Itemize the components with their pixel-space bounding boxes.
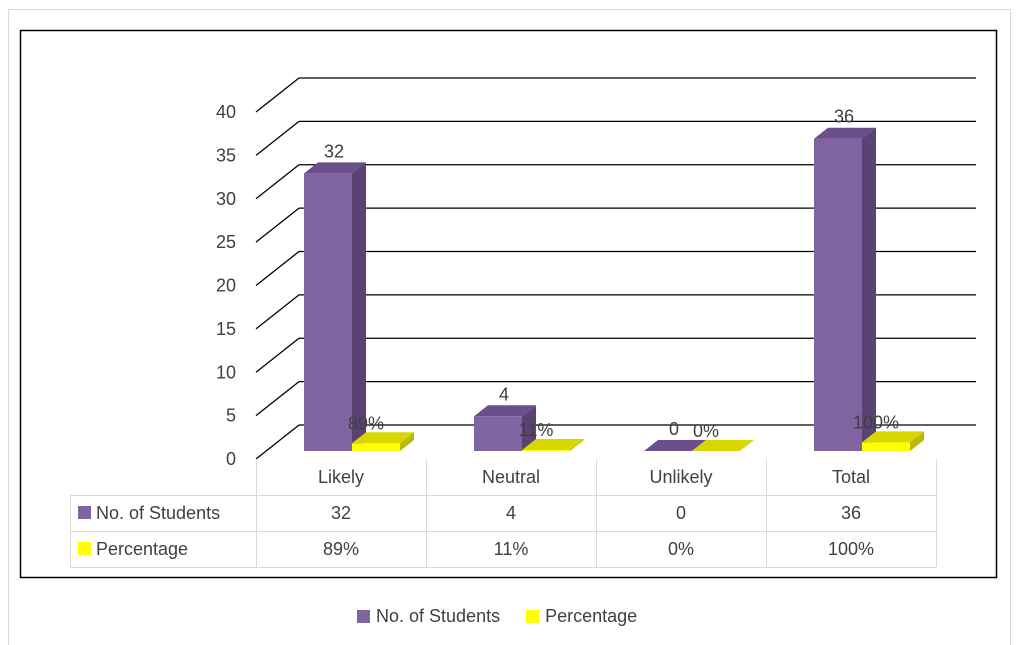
bar-percentage-top (352, 432, 414, 444)
legend: No. of Students Percentage (357, 606, 637, 627)
data-label-students: 32 (324, 141, 344, 161)
gridline-diagonal (255, 250, 300, 287)
data-label-students: 4 (499, 384, 509, 404)
table-row-header: No. of Students (96, 503, 220, 523)
bar-students-top (644, 440, 706, 451)
bar-students-front (474, 416, 522, 451)
table-cell: 0% (668, 539, 694, 559)
table-cell: 32 (331, 503, 351, 523)
gridline-diagonal (255, 424, 300, 460)
table-cell: 11% (494, 539, 529, 559)
bar-students-side (862, 127, 876, 451)
bar-students-top (474, 405, 536, 417)
bar-percentage-top (862, 431, 924, 443)
legend-label-percentage: Percentage (545, 606, 638, 626)
gridline-diagonal (255, 77, 300, 113)
bar-students-front (304, 173, 352, 451)
bar-students-top (304, 162, 366, 174)
x-tick-label: Total (832, 467, 870, 487)
data-label-percentage: 89% (348, 413, 384, 433)
table-cell: 89% (323, 539, 359, 559)
y-tick-label: 20 (216, 276, 236, 296)
legend-item-percentage: Percentage (526, 606, 637, 627)
bar-students-front (814, 138, 862, 451)
y-tick-label: 0 (226, 449, 236, 469)
bar-percentage-top (522, 439, 584, 451)
data-label-percentage: 11% (519, 420, 554, 440)
legend-item-students: No. of Students (357, 606, 500, 627)
bar-students-top (814, 127, 876, 139)
gridline-diagonal (255, 120, 300, 156)
bar-percentage-side (910, 431, 924, 451)
gridline-diagonal (255, 207, 300, 243)
legend-label-students: No. of Students (376, 606, 501, 626)
y-tick-label: 30 (216, 189, 236, 209)
y-tick-label: 25 (216, 232, 236, 252)
bar-students-side (522, 405, 536, 451)
bar-percentage-front (522, 450, 570, 451)
table-row-swatch (78, 542, 91, 555)
y-tick-label: 10 (216, 362, 236, 382)
data-label-students: 36 (834, 107, 854, 127)
table-row-header: Percentage (96, 539, 188, 559)
bar-percentage-front (862, 442, 910, 451)
table-cell: 100% (828, 539, 874, 559)
bar-percentage-top (692, 440, 754, 451)
bar-percentage-side (570, 439, 584, 451)
data-label-percentage: 0% (693, 421, 719, 441)
y-tick-label: 35 (216, 145, 236, 165)
data-label-percentage: 100% (853, 412, 899, 432)
x-tick-label: Likely (318, 467, 364, 487)
bar-percentage-front (352, 443, 400, 451)
legend-swatch-students (357, 610, 370, 623)
bar-students-side (352, 162, 366, 451)
gridline-diagonal (255, 381, 300, 417)
table-cell: 0 (676, 503, 686, 523)
x-tick-label: Unlikely (649, 467, 712, 487)
gridline-diagonal (255, 164, 300, 200)
gridline-diagonal (255, 294, 300, 330)
y-tick-label: 15 (216, 319, 236, 339)
table-cell: 36 (841, 503, 861, 523)
y-tick-label: 5 (226, 406, 236, 426)
bar-percentage-side (400, 432, 414, 451)
plot-frame (19, 29, 998, 579)
table-cell: 4 (506, 503, 516, 523)
gridline-diagonal (255, 337, 300, 373)
data-label-students: 0 (669, 419, 679, 439)
x-tick-label: Neutral (482, 467, 540, 487)
outer-frame (8, 9, 1011, 645)
table-row-swatch (78, 506, 91, 519)
y-tick-label: 40 (216, 102, 236, 122)
legend-swatch-percentage (526, 610, 540, 623)
